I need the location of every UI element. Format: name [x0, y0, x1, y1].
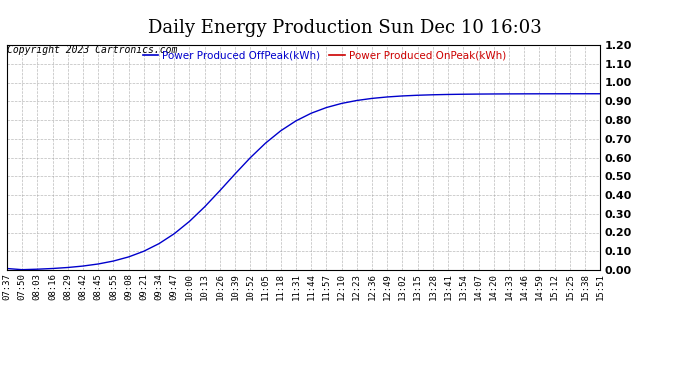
- Legend: Power Produced OffPeak(kWh), Power Produced OnPeak(kWh): Power Produced OffPeak(kWh), Power Produ…: [143, 50, 506, 60]
- Text: Daily Energy Production Sun Dec 10 16:03: Daily Energy Production Sun Dec 10 16:03: [148, 19, 542, 37]
- Text: Copyright 2023 Cartronics.com: Copyright 2023 Cartronics.com: [7, 45, 177, 55]
